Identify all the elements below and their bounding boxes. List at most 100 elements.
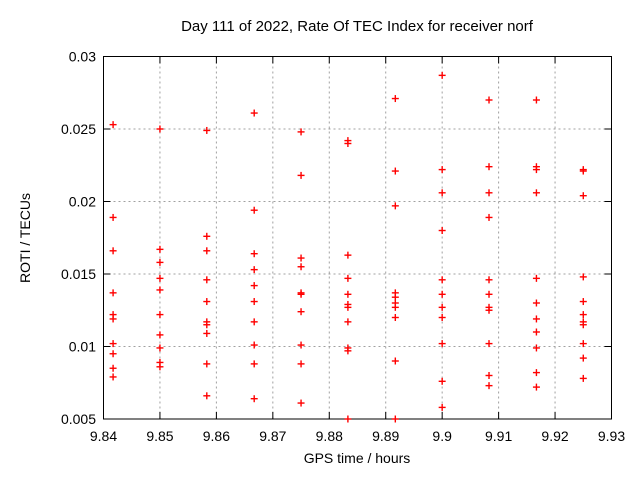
- x-tick-label: 9.89: [372, 428, 399, 444]
- data-point: [438, 290, 446, 298]
- data-point: [579, 374, 587, 382]
- data-point: [344, 290, 352, 298]
- data-point: [203, 126, 211, 134]
- data-point: [485, 290, 493, 298]
- data-point: [250, 266, 258, 274]
- x-tick-label: 9.85: [146, 428, 173, 444]
- data-point: [344, 318, 352, 326]
- data-point: [391, 167, 399, 175]
- data-point: [391, 95, 399, 103]
- data-point: [485, 382, 493, 390]
- x-tick-label: 9.88: [316, 428, 343, 444]
- data-point: [297, 399, 305, 407]
- x-tick-label: 9.87: [259, 428, 286, 444]
- data-point: [532, 96, 540, 104]
- data-point: [250, 318, 258, 326]
- data-point: [109, 350, 117, 358]
- data-point: [485, 189, 493, 197]
- data-point: [250, 282, 258, 290]
- data-point: [297, 341, 305, 349]
- data-point: [579, 311, 587, 319]
- data-point: [438, 377, 446, 385]
- data-point: [203, 360, 211, 368]
- data-point: [579, 298, 587, 306]
- x-tick-label: 9.91: [485, 428, 512, 444]
- plot-border: [103, 56, 612, 420]
- data-point: [485, 96, 493, 104]
- data-point: [297, 171, 305, 179]
- data-point: [391, 303, 399, 311]
- data-points-layer: [109, 71, 587, 423]
- axis-layer: 9.84 9.85 9.86 9.87 9.88 9.89 9.9 9.91 9.92 9.93 0…: [61, 49, 625, 445]
- data-point: [485, 306, 493, 314]
- data-point: [203, 247, 211, 255]
- data-point: [532, 344, 540, 352]
- data-point: [485, 276, 493, 284]
- data-point: [203, 392, 211, 400]
- data-point: [579, 354, 587, 362]
- data-point: [109, 373, 117, 381]
- data-point: [297, 360, 305, 368]
- data-point: [109, 340, 117, 348]
- data-point: [203, 276, 211, 284]
- data-point: [250, 206, 258, 214]
- y-axis-label: ROTI / TECUs: [17, 193, 33, 283]
- data-point: [391, 415, 399, 423]
- data-point: [438, 189, 446, 197]
- y-tick-label: 0.03: [69, 49, 96, 65]
- data-point: [109, 315, 117, 323]
- x-tick-label: 9.84: [90, 428, 117, 444]
- data-point: [203, 298, 211, 306]
- y-tick-label: 0.005: [61, 411, 96, 427]
- data-point: [250, 250, 258, 258]
- y-tick-label: 0.025: [61, 121, 96, 137]
- data-point: [579, 273, 587, 281]
- data-point: [156, 245, 164, 253]
- grid-layer: [103, 56, 612, 419]
- y-tick-label: 0.015: [61, 266, 96, 282]
- data-point: [579, 321, 587, 329]
- data-point: [532, 328, 540, 336]
- data-point: [438, 403, 446, 411]
- data-point: [485, 163, 493, 171]
- data-point: [109, 213, 117, 221]
- data-point: [344, 251, 352, 259]
- data-point: [579, 192, 587, 200]
- data-point: [485, 213, 493, 221]
- data-point: [109, 121, 117, 129]
- data-point: [532, 166, 540, 174]
- data-point: [438, 276, 446, 284]
- data-point: [532, 189, 540, 197]
- data-point: [109, 247, 117, 255]
- y-tick-label: 0.01: [69, 339, 96, 355]
- data-point: [297, 254, 305, 262]
- data-point: [438, 314, 446, 321]
- data-point: [344, 140, 352, 147]
- data-point: [250, 341, 258, 349]
- data-point: [438, 303, 446, 311]
- data-point: [438, 71, 446, 79]
- x-tick-label: 9.92: [541, 428, 568, 444]
- data-point: [203, 232, 211, 240]
- data-point: [156, 331, 164, 339]
- data-point: [156, 363, 164, 371]
- data-point: [485, 340, 493, 348]
- x-tick-label: 9.86: [203, 428, 230, 444]
- y-tick-label: 0.02: [69, 194, 96, 210]
- data-point: [156, 274, 164, 282]
- data-point: [532, 274, 540, 282]
- data-point: [391, 357, 399, 365]
- data-point: [344, 303, 352, 311]
- data-point: [203, 329, 211, 337]
- data-point: [250, 109, 258, 117]
- data-point: [297, 308, 305, 316]
- data-point: [532, 369, 540, 377]
- data-point: [109, 364, 117, 372]
- x-tick-label: 9.93: [598, 428, 625, 444]
- data-point: [344, 415, 352, 423]
- data-point: [156, 344, 164, 352]
- data-point: [250, 360, 258, 368]
- data-point: [391, 202, 399, 210]
- data-point: [297, 290, 305, 298]
